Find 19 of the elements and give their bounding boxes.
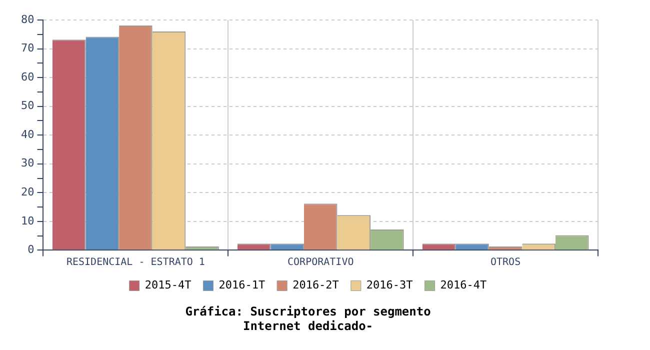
legend-label: 2016-3T bbox=[366, 278, 414, 292]
x-tick-label: RESIDENCIAL - ESTRATO 1 bbox=[66, 256, 205, 268]
y-tick-label: 0 bbox=[28, 243, 34, 256]
legend-label: 2015-4T bbox=[144, 278, 192, 292]
y-tick-label: 50 bbox=[20, 99, 34, 112]
x-tick-label: OTROS bbox=[490, 256, 521, 268]
text: Gráfica: Suscriptores por segmento bbox=[185, 304, 431, 319]
y-tick-label: 60 bbox=[20, 70, 34, 84]
y-tick-label: 70 bbox=[20, 42, 34, 55]
y-tick-label: 20 bbox=[20, 186, 34, 199]
y-tick-label: 40 bbox=[20, 128, 34, 141]
legend-label: 2016-4T bbox=[440, 278, 488, 292]
legend-label: 2016-1T bbox=[218, 278, 266, 292]
legend-label: 2016-2T bbox=[292, 278, 340, 292]
y-tick-label: 10 bbox=[20, 214, 34, 228]
y-tick-label: 30 bbox=[20, 156, 34, 170]
text: Internet dedicado- bbox=[242, 318, 374, 333]
y-tick-label: 80 bbox=[20, 12, 34, 26]
x-tick-label: CORPORATIVO bbox=[288, 256, 354, 268]
